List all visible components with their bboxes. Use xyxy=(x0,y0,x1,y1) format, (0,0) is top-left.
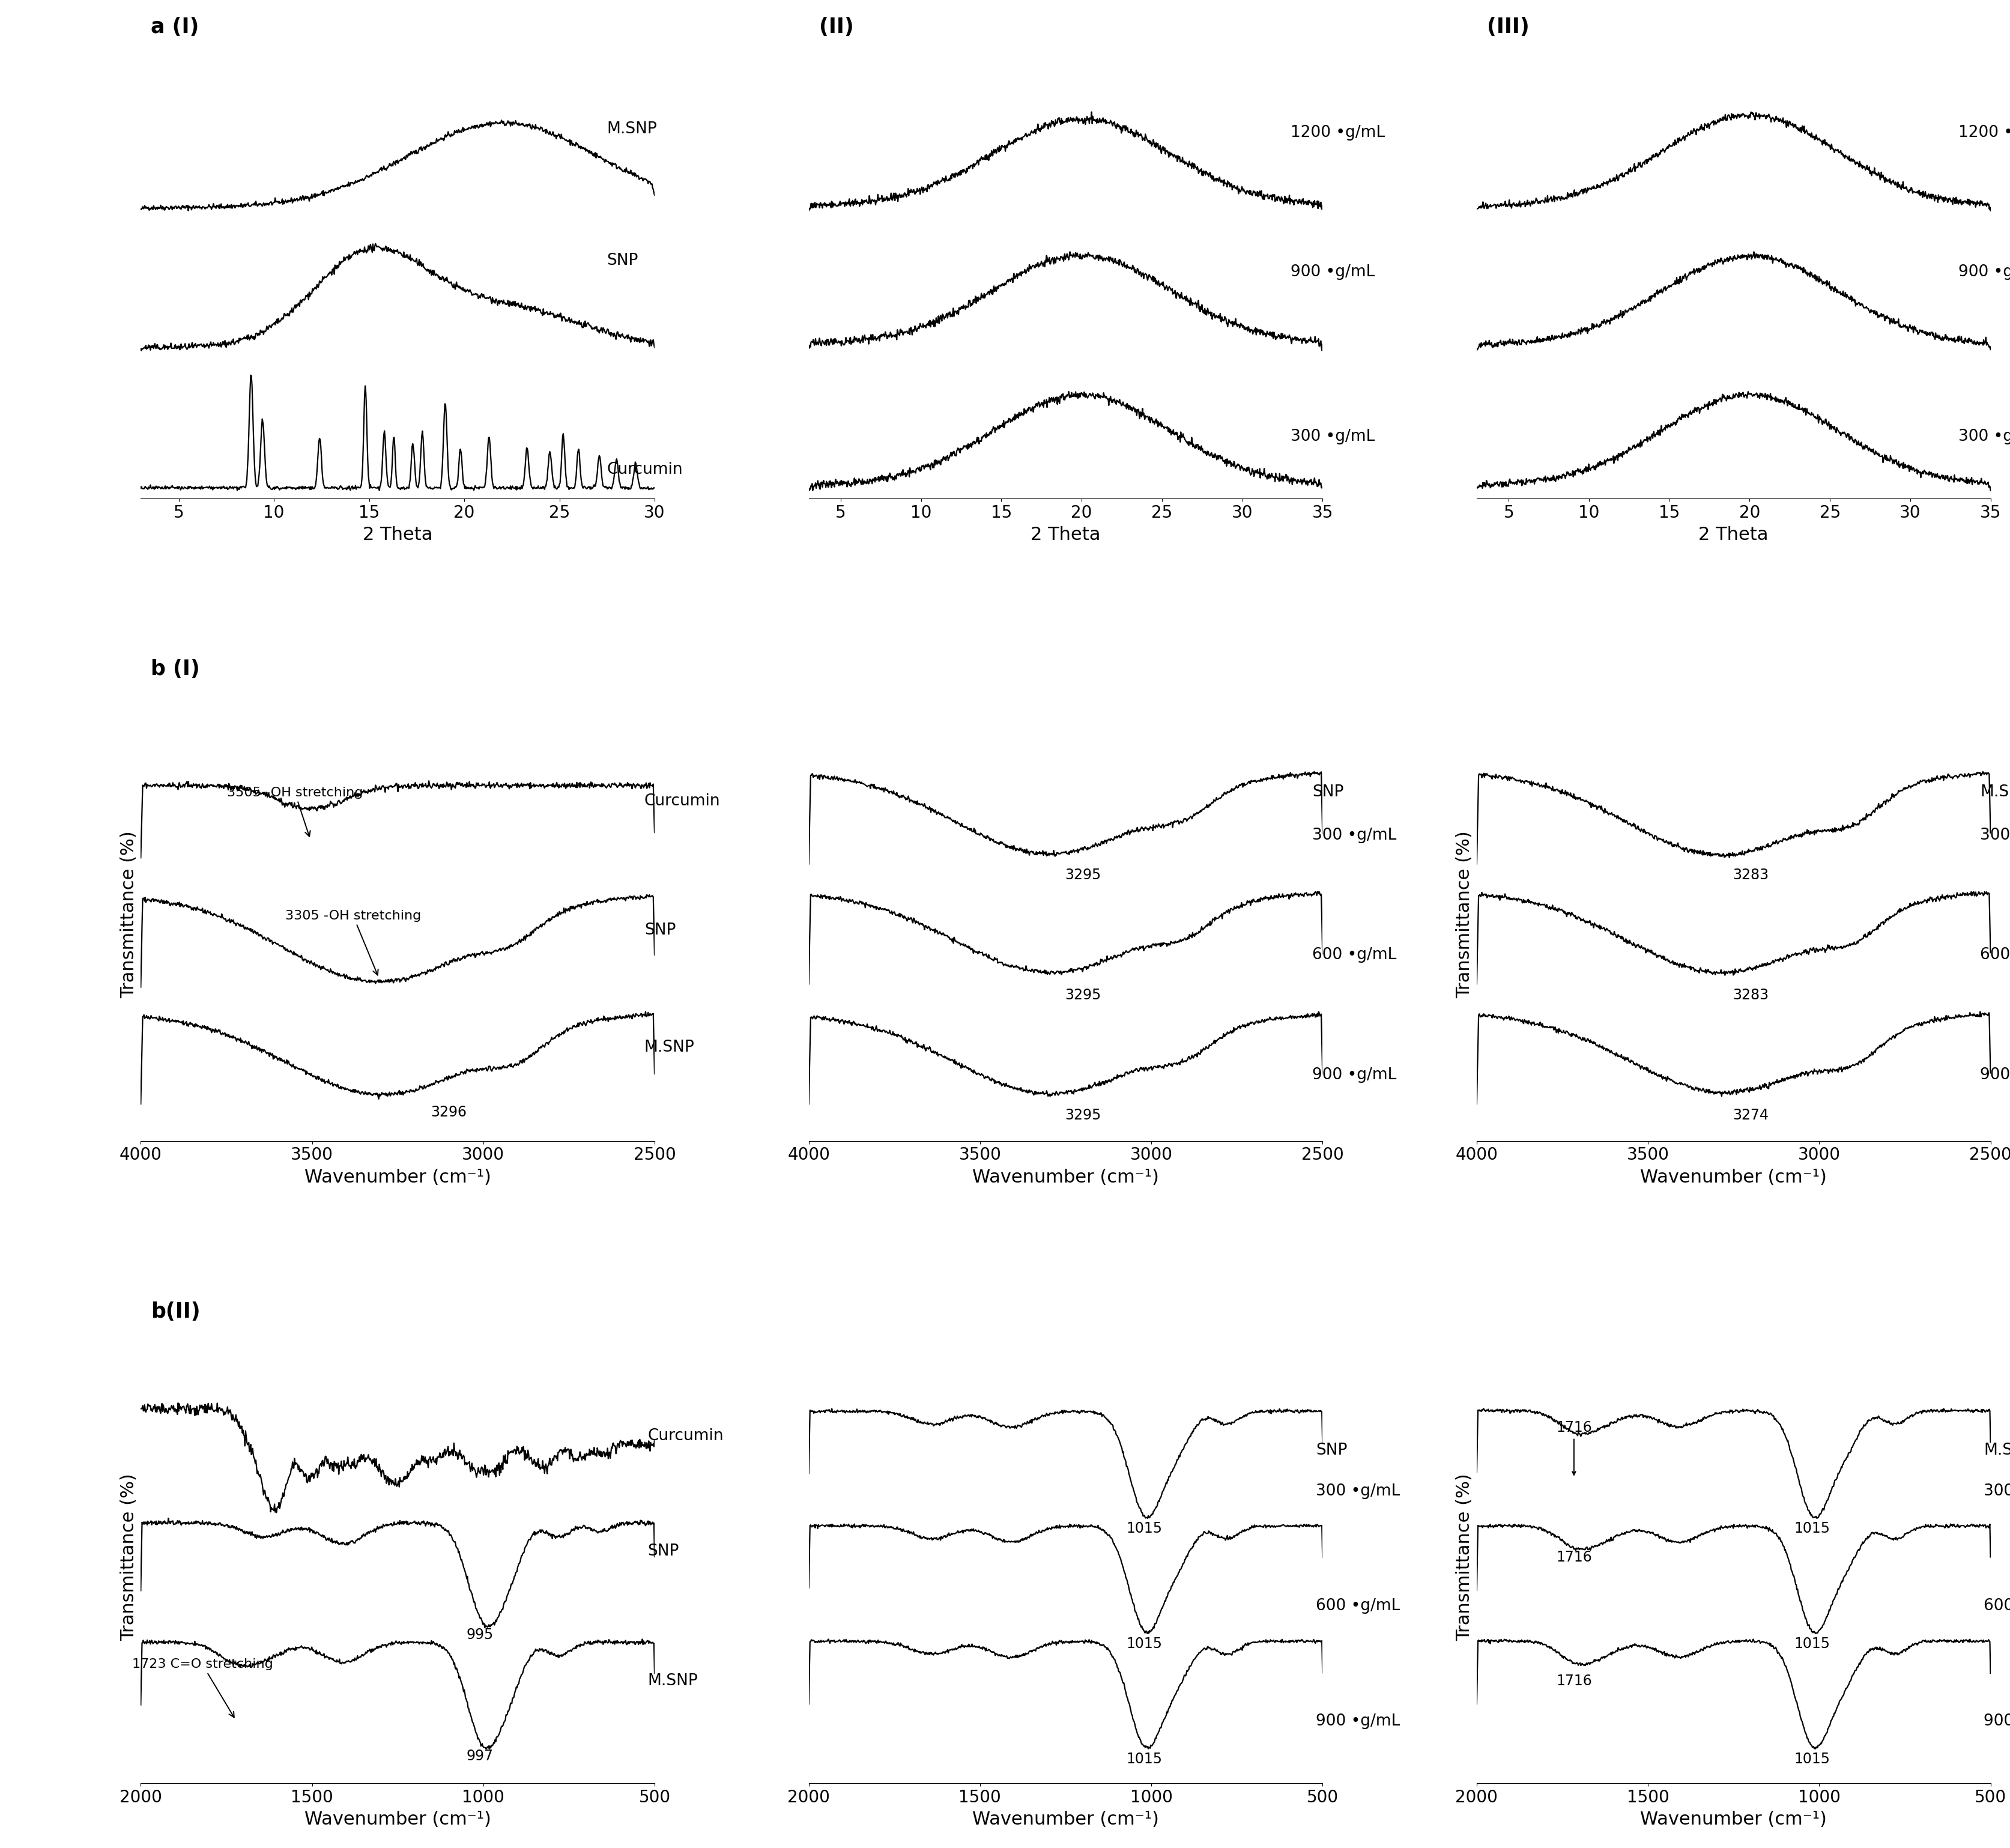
Text: 1015: 1015 xyxy=(1793,1521,1829,1536)
Text: 300 •g/mL: 300 •g/mL xyxy=(1313,828,1397,843)
Text: 1716: 1716 xyxy=(1556,1421,1592,1434)
Text: 3283: 3283 xyxy=(1733,869,1769,881)
Text: M.SNP: M.SNP xyxy=(1980,784,2010,800)
Text: 1015: 1015 xyxy=(1793,1752,1829,1767)
Text: (III): (III) xyxy=(1487,17,1530,37)
Text: 900 •g/mL: 900 •g/mL xyxy=(1980,1068,2010,1083)
X-axis label: 2 Theta: 2 Theta xyxy=(362,527,432,543)
Text: 3295: 3295 xyxy=(1065,1109,1101,1122)
Text: 1015: 1015 xyxy=(1793,1637,1829,1650)
Y-axis label: Transmittance (%): Transmittance (%) xyxy=(121,832,137,998)
Text: 300 •g/mL: 300 •g/mL xyxy=(1315,1484,1399,1499)
Text: 900 •g/mL: 900 •g/mL xyxy=(1315,1713,1399,1730)
Text: 1716: 1716 xyxy=(1556,1674,1592,1689)
Text: b (I): b (I) xyxy=(151,660,201,680)
Text: 1015: 1015 xyxy=(1126,1521,1162,1536)
Text: 1716: 1716 xyxy=(1556,1550,1592,1565)
Text: (II): (II) xyxy=(818,17,854,37)
Text: M.SNP: M.SNP xyxy=(643,1040,693,1055)
Text: 300 •g/mL: 300 •g/mL xyxy=(1984,1484,2010,1499)
Text: 1723 C=O stretching: 1723 C=O stretching xyxy=(133,1658,273,1717)
Text: Curcumin: Curcumin xyxy=(647,1429,724,1443)
Text: M.SNP: M.SNP xyxy=(1984,1443,2010,1458)
Text: SNP: SNP xyxy=(647,1543,679,1560)
Text: 900 •g/mL: 900 •g/mL xyxy=(1313,1068,1397,1083)
X-axis label: 2 Theta: 2 Theta xyxy=(1698,527,1769,543)
Text: SNP: SNP xyxy=(1315,1443,1347,1458)
Text: 3295: 3295 xyxy=(1065,869,1101,881)
X-axis label: Wavenumber (cm⁻¹): Wavenumber (cm⁻¹) xyxy=(973,1811,1158,1828)
Y-axis label: Transmittance (%): Transmittance (%) xyxy=(1455,1473,1473,1641)
X-axis label: Wavenumber (cm⁻¹): Wavenumber (cm⁻¹) xyxy=(1640,1168,1827,1186)
Text: Curcumin: Curcumin xyxy=(643,793,720,809)
Text: 900 •g/mL: 900 •g/mL xyxy=(1984,1713,2010,1730)
Text: 3274: 3274 xyxy=(1733,1109,1769,1122)
Text: 3305 -OH stretching: 3305 -OH stretching xyxy=(285,909,420,976)
Text: b(II): b(II) xyxy=(151,1301,201,1321)
X-axis label: Wavenumber (cm⁻¹): Wavenumber (cm⁻¹) xyxy=(304,1168,490,1186)
Text: 600 •g/mL: 600 •g/mL xyxy=(1313,948,1397,963)
Text: a (I): a (I) xyxy=(151,17,199,37)
Text: Curcumin: Curcumin xyxy=(607,462,683,477)
X-axis label: Wavenumber (cm⁻¹): Wavenumber (cm⁻¹) xyxy=(1640,1811,1827,1828)
Text: SNP: SNP xyxy=(643,922,675,939)
Text: 997: 997 xyxy=(466,1748,492,1763)
Text: 995: 995 xyxy=(466,1628,492,1643)
Text: 3283: 3283 xyxy=(1733,989,1769,1002)
Text: 600 •g/mL: 600 •g/mL xyxy=(1984,1599,2010,1613)
Text: SNP: SNP xyxy=(607,253,639,268)
Text: 900 •g/mL: 900 •g/mL xyxy=(1290,264,1375,281)
X-axis label: 2 Theta: 2 Theta xyxy=(1031,527,1099,543)
Text: SNP: SNP xyxy=(1313,784,1343,800)
Text: 1200 •g/mL: 1200 •g/mL xyxy=(1958,124,2010,140)
Text: 300 •g/mL: 300 •g/mL xyxy=(1958,429,2010,445)
Text: 3505 -OH stretching: 3505 -OH stretching xyxy=(227,787,362,837)
Text: 300 •g/mL: 300 •g/mL xyxy=(1980,828,2010,843)
Text: M.SNP: M.SNP xyxy=(607,122,657,137)
Text: M.SNP: M.SNP xyxy=(647,1672,697,1689)
Text: 1015: 1015 xyxy=(1126,1752,1162,1767)
Text: 300 •g/mL: 300 •g/mL xyxy=(1290,429,1375,445)
Text: 600 •g/mL: 600 •g/mL xyxy=(1315,1599,1399,1613)
Text: 3295: 3295 xyxy=(1065,989,1101,1002)
Y-axis label: Transmittance (%): Transmittance (%) xyxy=(121,1473,137,1641)
Text: 600 •g/mL: 600 •g/mL xyxy=(1980,948,2010,963)
Text: 900 •g/mL: 900 •g/mL xyxy=(1958,264,2010,281)
Text: 1200 •g/mL: 1200 •g/mL xyxy=(1290,124,1385,140)
X-axis label: Wavenumber (cm⁻¹): Wavenumber (cm⁻¹) xyxy=(304,1811,490,1828)
Text: 1015: 1015 xyxy=(1126,1637,1162,1650)
Y-axis label: Transmittance (%): Transmittance (%) xyxy=(1455,832,1473,998)
Text: 3296: 3296 xyxy=(430,1105,466,1120)
X-axis label: Wavenumber (cm⁻¹): Wavenumber (cm⁻¹) xyxy=(973,1168,1158,1186)
